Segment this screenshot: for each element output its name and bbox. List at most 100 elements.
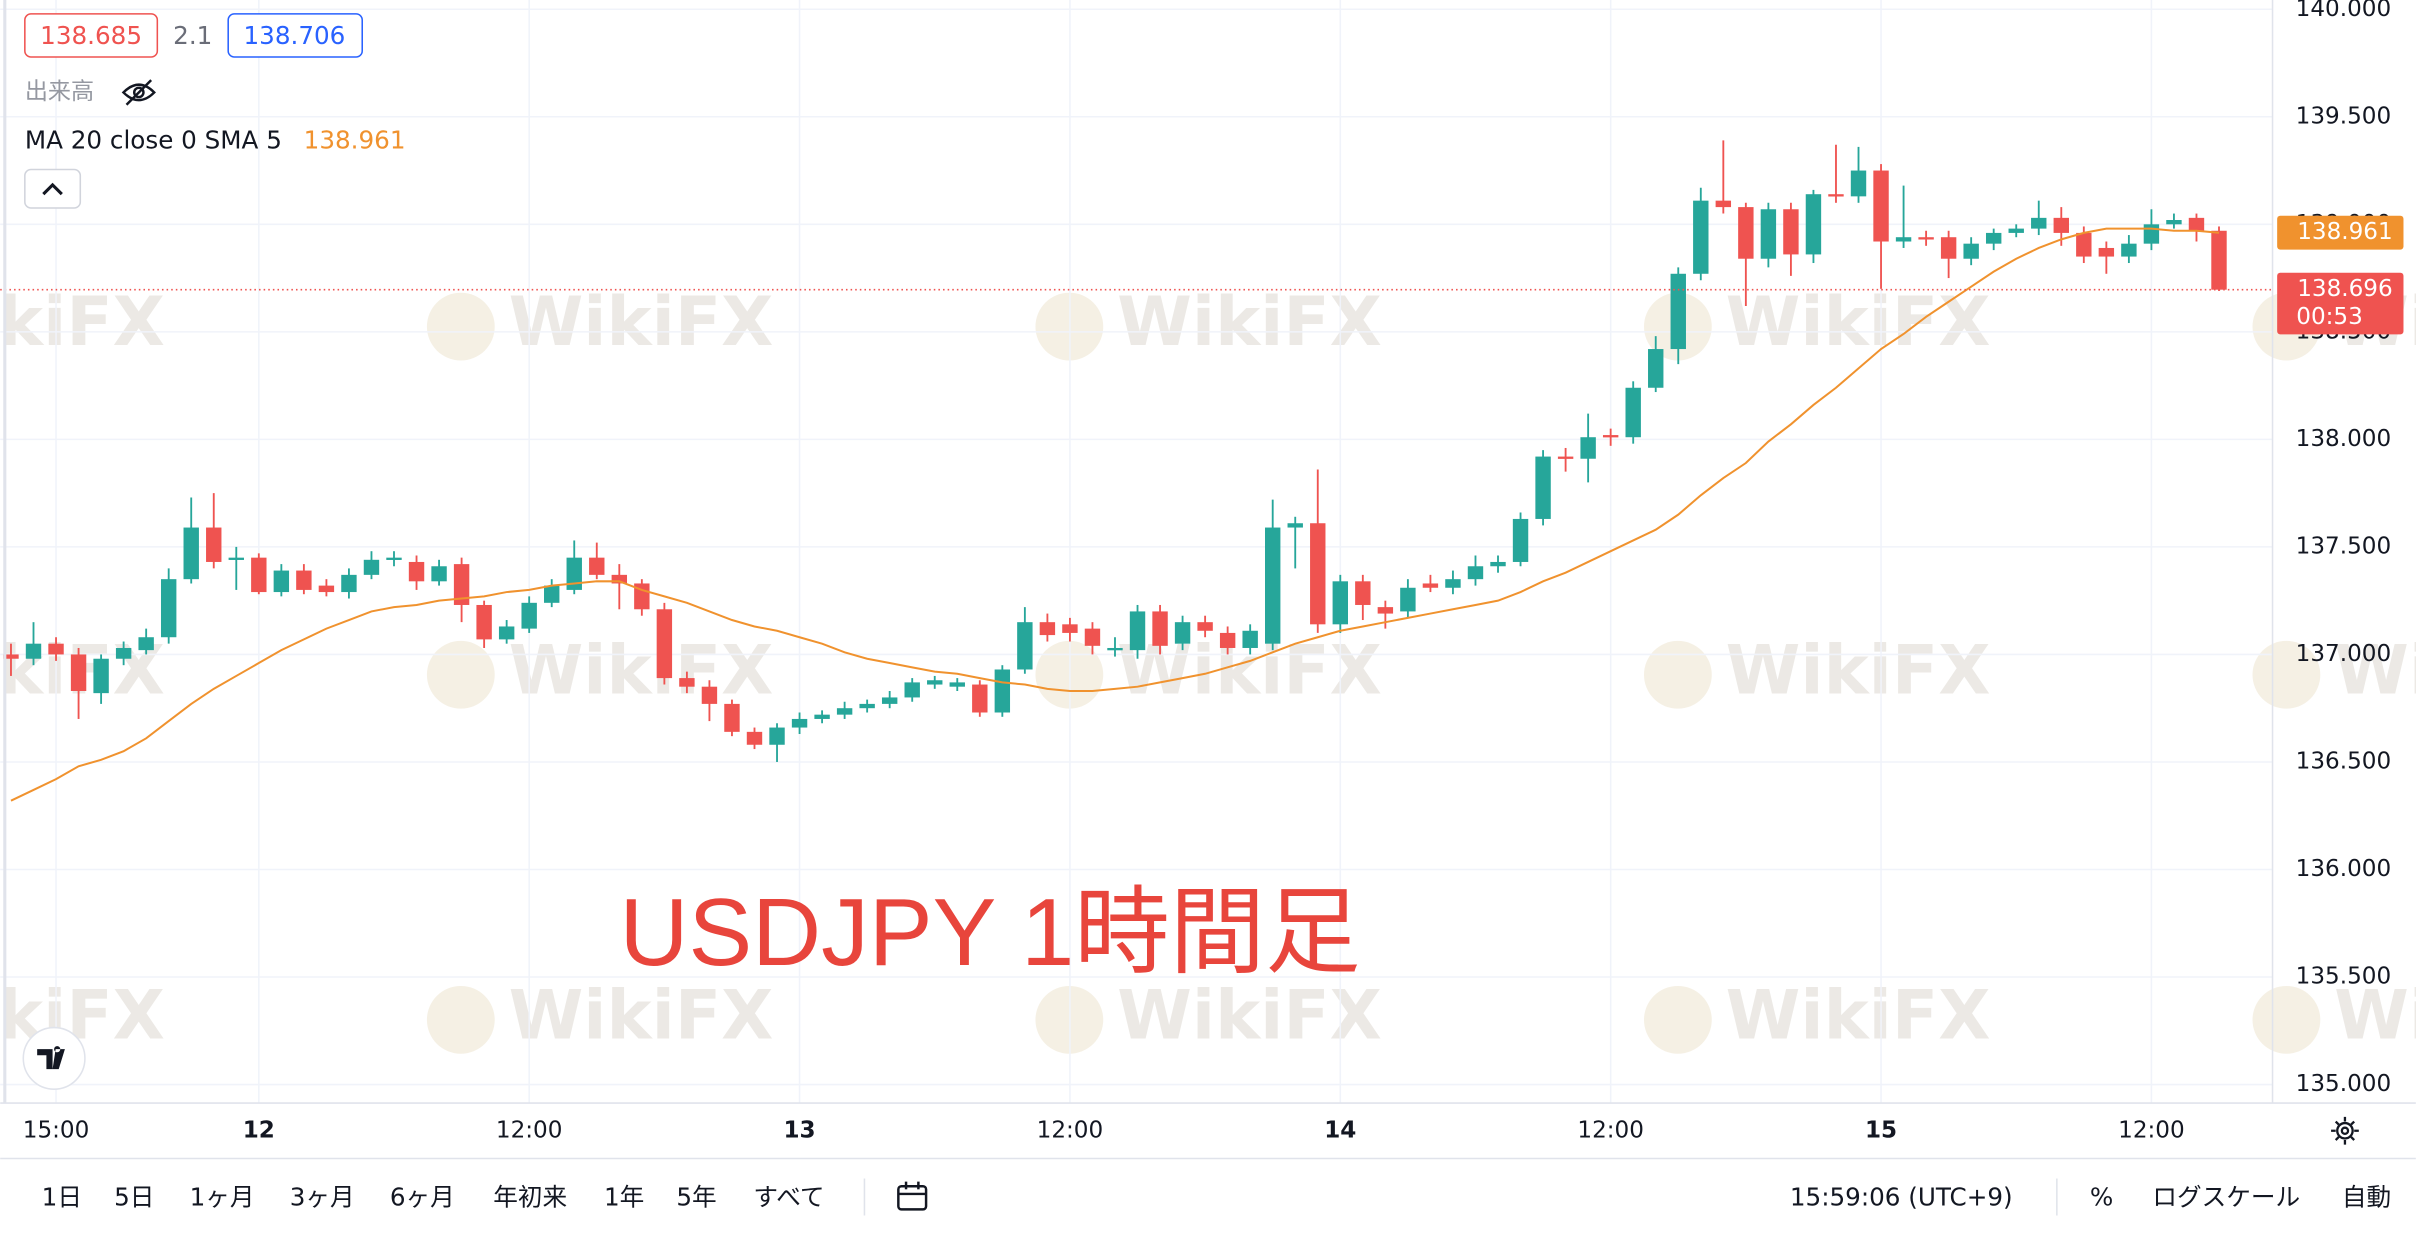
candle-body bbox=[2053, 217, 2069, 233]
candle-body bbox=[115, 647, 132, 659]
indicator-value: 138.961 bbox=[304, 126, 406, 155]
chevron-icon bbox=[42, 182, 63, 196]
x-tick-label: 12:00 bbox=[1577, 1117, 1644, 1143]
watermark-logo bbox=[2252, 985, 2321, 1054]
y-tick-label: 136.500 bbox=[2296, 748, 2392, 774]
bid-box[interactable] bbox=[24, 13, 159, 58]
grid: 135.000 135.500 136.000 136.500 137.000 137.5… bbox=[0, 0, 2391, 1143]
range-button[interactable]: 6ヶ月 bbox=[390, 1183, 455, 1212]
x-tick-label: 14 bbox=[1324, 1117, 1356, 1143]
candle-body bbox=[70, 654, 87, 691]
tv-logo[interactable] bbox=[22, 1026, 86, 1090]
range-button[interactable]: 1年 bbox=[604, 1183, 644, 1212]
candle-body bbox=[1535, 456, 1551, 519]
hide-icon[interactable] bbox=[121, 79, 156, 106]
watermark-logo bbox=[2252, 640, 2321, 709]
candle-body bbox=[521, 602, 537, 629]
candle-body bbox=[1017, 622, 1033, 670]
candle-body bbox=[1625, 387, 1641, 438]
candle-body bbox=[93, 658, 109, 694]
candle-body bbox=[2143, 224, 2160, 244]
range-button[interactable]: すべて bbox=[753, 1183, 824, 1212]
candle-body bbox=[1197, 622, 1213, 631]
log-toggle[interactable]: ログスケール bbox=[2152, 1183, 2300, 1212]
candle-body bbox=[791, 718, 808, 728]
ma-price-tag bbox=[2277, 215, 2404, 250]
candle-body bbox=[1332, 581, 1348, 625]
candle-body bbox=[1963, 243, 1979, 259]
x-tick-label: 12 bbox=[243, 1117, 275, 1143]
range-button[interactable]: 3ヶ月 bbox=[290, 1183, 355, 1212]
y-tick-label: 135.000 bbox=[2296, 1071, 2392, 1097]
range-button[interactable]: 5日 bbox=[114, 1183, 154, 1212]
watermark-text: WikiFX bbox=[2334, 630, 2416, 709]
candle-body bbox=[927, 680, 943, 685]
y-tick-label: 139.500 bbox=[2296, 103, 2392, 129]
candle-body bbox=[1985, 232, 2002, 244]
candle-body bbox=[1355, 581, 1371, 605]
collapse-button[interactable] bbox=[24, 168, 82, 209]
candle-body bbox=[228, 557, 244, 560]
candle-body bbox=[318, 585, 335, 593]
x-tick-label: 12:00 bbox=[1037, 1117, 1104, 1143]
candle-body bbox=[1310, 523, 1326, 625]
candle-body bbox=[2008, 228, 2024, 233]
watermark-text: WikiFX bbox=[0, 975, 165, 1054]
y-tick-label: 137.000 bbox=[2296, 641, 2392, 667]
plot bbox=[0, 140, 2273, 802]
candle-body bbox=[25, 643, 42, 659]
volume-label: 出来高 bbox=[25, 79, 94, 105]
candle-body bbox=[1940, 237, 1957, 259]
candle-body bbox=[273, 570, 290, 593]
range-button[interactable]: 1日 bbox=[42, 1183, 82, 1212]
clock[interactable]: 15:59:06 (UTC+9) bbox=[1790, 1183, 2013, 1212]
range-button[interactable]: 5年 bbox=[676, 1183, 716, 1212]
watermark-text: WikiFX bbox=[1726, 975, 1991, 1054]
candle-body bbox=[769, 727, 785, 745]
candle-body bbox=[701, 686, 718, 704]
x-tick-label: 13 bbox=[783, 1117, 815, 1143]
y-tick-label: 135.500 bbox=[2296, 964, 2392, 990]
candle-body bbox=[206, 527, 222, 562]
watermark-logo bbox=[426, 292, 495, 361]
candle-body bbox=[1693, 200, 1709, 274]
candle-body bbox=[183, 527, 199, 580]
candle-body bbox=[1512, 518, 1529, 562]
annotation: USDJPY 1時間足 bbox=[620, 880, 1361, 986]
candle-body bbox=[1490, 561, 1506, 567]
ask-box[interactable] bbox=[227, 13, 363, 58]
candle-body bbox=[1580, 437, 1596, 459]
watermark-text: WikiFX bbox=[1726, 630, 1991, 709]
watermark-logo bbox=[1643, 985, 1712, 1054]
candle-body bbox=[994, 669, 1011, 713]
candle-body bbox=[814, 714, 830, 719]
candle-body bbox=[1265, 527, 1281, 644]
watermark-text: WikiFX bbox=[1726, 282, 1991, 361]
candle-body bbox=[160, 579, 177, 638]
x-tick-label: 15 bbox=[1865, 1117, 1897, 1143]
range-button[interactable]: 年初来 bbox=[493, 1183, 567, 1212]
candle-body bbox=[408, 561, 425, 582]
range-button[interactable]: 1ヶ月 bbox=[190, 1183, 255, 1212]
candle-body bbox=[1219, 632, 1236, 648]
candle-body bbox=[296, 570, 312, 590]
ask-price: 138.706 bbox=[244, 21, 346, 50]
candle-body bbox=[2166, 220, 2182, 225]
y-tick-label: 138.000 bbox=[2296, 426, 2392, 452]
candle-body bbox=[1467, 566, 1484, 580]
percent-toggle[interactable]: % bbox=[2090, 1183, 2113, 1212]
date-range-icon[interactable] bbox=[897, 1181, 928, 1211]
candle-body bbox=[1129, 611, 1146, 651]
settings-icon[interactable] bbox=[2331, 1116, 2359, 1145]
auto-toggle[interactable]: 自動 bbox=[2342, 1183, 2391, 1212]
candle-body bbox=[2188, 217, 2205, 231]
candle-body bbox=[1400, 587, 1416, 612]
countdown: 00:53 bbox=[2296, 304, 2363, 330]
watermark-logo bbox=[426, 640, 495, 709]
candle-body bbox=[1377, 607, 1394, 614]
x-tick-label: 12:00 bbox=[496, 1117, 563, 1143]
candle-body bbox=[634, 583, 650, 610]
candle-body bbox=[341, 574, 357, 593]
